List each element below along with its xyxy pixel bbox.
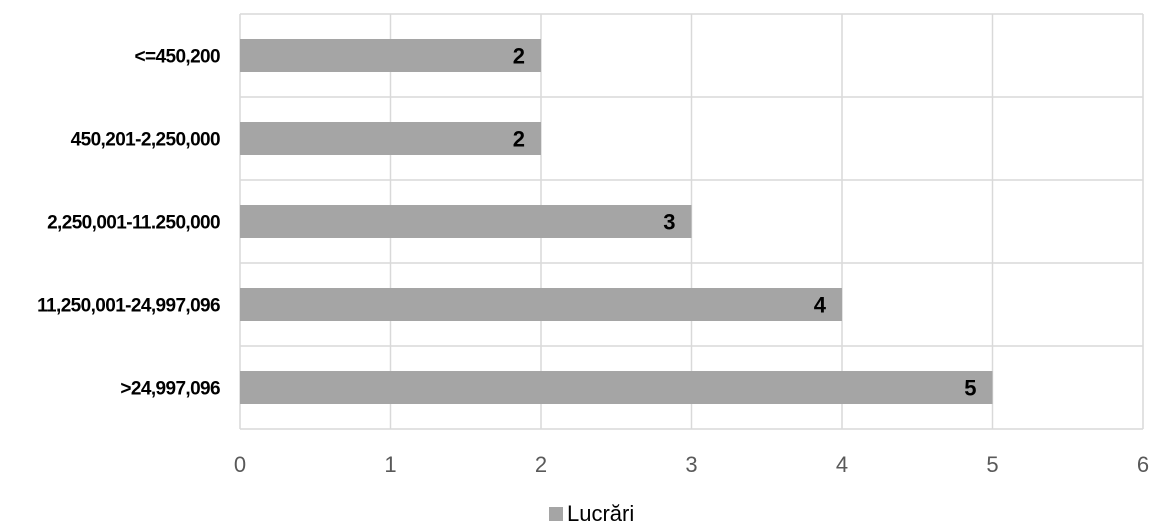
data-label: 5 xyxy=(964,376,976,401)
bar xyxy=(240,39,541,72)
legend-swatch xyxy=(549,507,563,521)
x-tick-label: 2 xyxy=(535,452,547,477)
x-tick-label: 4 xyxy=(836,452,848,477)
data-label: 2 xyxy=(513,127,525,152)
grid-layer xyxy=(239,13,1144,430)
bars-layer xyxy=(240,39,993,404)
x-axis-ticks: 0 1 2 3 4 5 6 xyxy=(234,452,1149,477)
data-label: 4 xyxy=(814,293,827,318)
bar xyxy=(240,371,993,404)
data-label: 2 xyxy=(513,44,525,69)
category-label: 11,250,001-24,997,096 xyxy=(37,296,220,317)
labels-layer: 2 <=450,200 2 450,201-2,250,000 3 2,250,001-1… xyxy=(37,44,976,401)
category-label: <=450,200 xyxy=(135,47,221,68)
bar xyxy=(240,122,541,155)
legend: Lucrări xyxy=(549,501,634,526)
x-tick-label: 0 xyxy=(234,452,246,477)
legend-label: Lucrări xyxy=(567,501,634,526)
bar xyxy=(240,205,692,238)
x-tick-label: 6 xyxy=(1137,452,1149,477)
data-label: 3 xyxy=(663,210,675,235)
x-tick-label: 1 xyxy=(384,452,396,477)
category-label: >24,997,096 xyxy=(120,379,220,400)
x-tick-label: 3 xyxy=(685,452,697,477)
category-label: 2,250,001-11.250,000 xyxy=(47,213,220,234)
category-label: 450,201-2,250,000 xyxy=(71,130,220,151)
bar xyxy=(240,288,842,321)
x-tick-label: 5 xyxy=(986,452,998,477)
